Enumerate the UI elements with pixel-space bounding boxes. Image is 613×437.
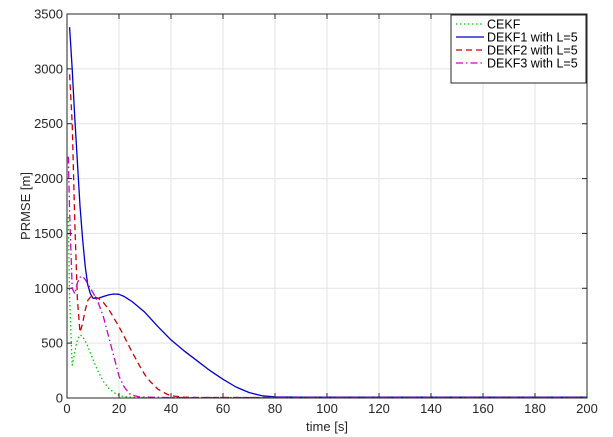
x-tick-label: 120	[368, 401, 390, 416]
legend-label: DEKF3 with L=5	[487, 57, 578, 71]
x-tick-label: 200	[576, 401, 598, 416]
x-axis-label: time [s]	[306, 419, 348, 434]
x-tick-label: 140	[420, 401, 442, 416]
series-layer	[67, 27, 587, 399]
y-tick-label: 3000	[34, 61, 63, 76]
x-tick-label: 160	[472, 401, 494, 416]
x-tick-label: 100	[316, 401, 338, 416]
y-axis-label: PRMSE [m]	[18, 172, 33, 240]
series-line-4	[67, 156, 587, 399]
legend-label: DEKF2 with L=5	[487, 44, 578, 58]
x-tick-label: 0	[63, 401, 70, 416]
axis-ticks: 0 20 40 60 80 100 120 140 160 180 2000500100015002…	[34, 7, 598, 417]
x-tick-label: 180	[524, 401, 546, 416]
y-tick-label: 2000	[34, 171, 63, 186]
y-tick-label: 2500	[34, 116, 63, 131]
legend-label: CEKF	[487, 18, 521, 32]
y-tick-label: 1500	[34, 226, 63, 241]
x-tick-label: 80	[268, 401, 282, 416]
series-line-2	[68, 27, 587, 398]
legend-box	[450, 14, 587, 84]
series-line-3	[68, 74, 587, 399]
y-tick-label: 3500	[34, 7, 63, 22]
y-tick-label: 1000	[34, 281, 63, 296]
x-tick-label: 20	[112, 401, 126, 416]
x-tick-label: 60	[216, 401, 230, 416]
y-tick-label: 500	[41, 336, 63, 351]
series-line-1	[67, 216, 587, 399]
x-tick-label: 40	[164, 401, 178, 416]
y-tick-label: 0	[56, 391, 63, 406]
legend-label: DEKF1 with L=5	[487, 31, 578, 45]
